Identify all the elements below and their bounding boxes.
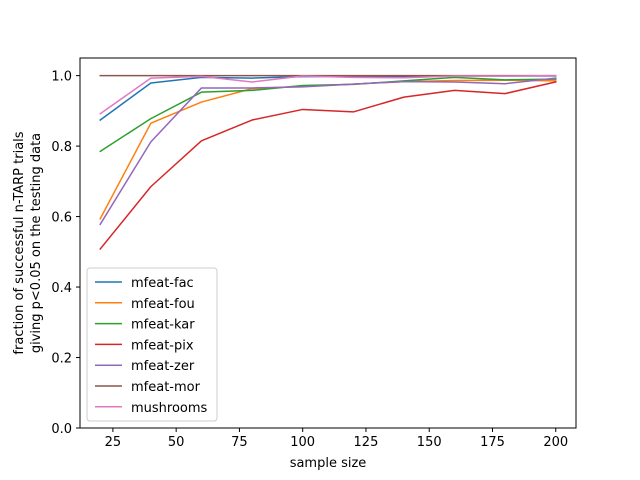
y-tick-label: 0.6 [51, 211, 72, 226]
legend-label-mfeat-fac: mfeat-fac [131, 276, 194, 291]
x-tick-label: 150 [417, 435, 442, 450]
legend: mfeat-fac mfeat-fou mfeat-kar mfeat-pix mfea… [86, 267, 218, 422]
y-tick-label: 1.0 [51, 70, 72, 85]
x-tick-label: 200 [543, 435, 568, 450]
y-axis-label-line-1: fraction of successful n-TARP trials [12, 131, 27, 354]
x-tick-label: 175 [480, 435, 505, 450]
x-tick-label: 25 [105, 435, 122, 450]
x-tick-label: 75 [231, 435, 248, 450]
legend-label-mushrooms: mushrooms [131, 401, 208, 416]
plot-frame [79, 57, 577, 429]
y-axis-label-line-2: giving p<0.05 on the testing data [29, 133, 44, 353]
x-axis-label: sample size [290, 456, 367, 471]
legend-label-mfeat-pix: mfeat-pix [131, 338, 194, 353]
legend-box [86, 267, 218, 422]
y-axis-ticks: 0.0 0.2 0.4 0.6 0.8 1.0 [51, 70, 80, 437]
legend-label-mfeat-zer: mfeat-zer [131, 359, 195, 374]
x-axis-ticks: 25 50 75 100 125 150 175 200 [105, 428, 568, 450]
series-layer [99, 74, 557, 251]
series-line-mushrooms [99, 74, 557, 115]
series-line-mfeat-zer [99, 77, 557, 226]
y-tick-label: 0.2 [51, 352, 72, 367]
series-line-mfeat-pix [99, 81, 557, 251]
x-tick-label: 100 [290, 435, 315, 450]
y-tick-label: 0.0 [51, 422, 72, 437]
legend-label-mfeat-mor: mfeat-mor [131, 380, 201, 395]
series-line-mfeat-kar [99, 76, 557, 153]
y-tick-label: 0.4 [51, 281, 72, 296]
y-tick-label: 0.8 [51, 140, 72, 155]
x-tick-label: 125 [354, 435, 379, 450]
x-tick-label: 50 [168, 435, 185, 450]
series-line-mfeat-fou [99, 79, 557, 220]
legend-label-mfeat-kar: mfeat-kar [131, 318, 195, 333]
legend-label-mfeat-fou: mfeat-fou [131, 297, 195, 312]
